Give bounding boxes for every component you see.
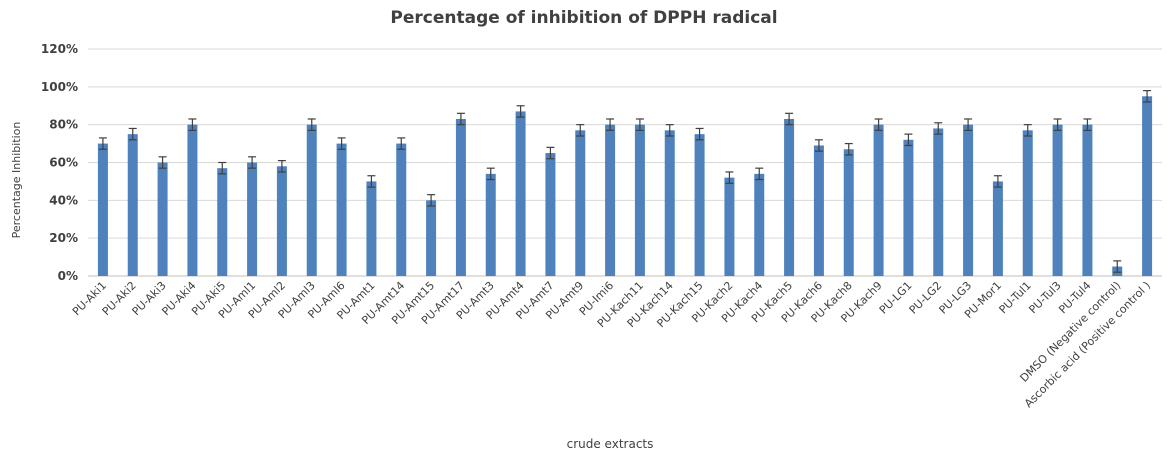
y-tick-label: 60% <box>49 156 78 170</box>
bar <box>485 173 496 276</box>
y-tick-label: 100% <box>41 80 78 94</box>
bar <box>127 134 138 276</box>
y-tick-label: 40% <box>49 193 78 207</box>
bar <box>1052 124 1063 277</box>
bar <box>545 153 556 276</box>
y-axis-label: Percentage Inhibition <box>10 122 23 239</box>
y-axis-ticks: 0% 20% 40% 60% 80% 100% 120% <box>41 42 78 283</box>
bar <box>217 168 228 276</box>
x-tick-label: PU-Tul3 <box>1026 279 1063 316</box>
bar <box>843 149 854 276</box>
bar <box>873 124 884 277</box>
bar <box>1142 96 1153 277</box>
bar <box>813 145 824 276</box>
bar <box>396 143 407 276</box>
error-bars <box>98 90 1152 273</box>
bar <box>605 124 616 277</box>
bar <box>97 143 108 276</box>
bar <box>336 143 347 276</box>
bar <box>1082 124 1093 277</box>
bar <box>575 130 586 276</box>
bar <box>187 124 198 277</box>
bar <box>754 173 765 276</box>
bar <box>515 111 526 276</box>
bar <box>306 124 317 277</box>
y-tick-label: 20% <box>49 231 78 245</box>
x-axis-label: crude extracts <box>567 437 654 451</box>
bar <box>247 162 258 276</box>
bar <box>933 128 944 276</box>
x-axis-ticks: PU-Aki1PU-Aki2PU-Aki3PU-Aki4PU-Aki5PU-Am… <box>70 279 1153 410</box>
x-tick-label: PU-Tul1 <box>997 279 1034 316</box>
gridlines <box>88 48 1162 277</box>
bar <box>784 118 795 276</box>
bar <box>634 124 645 277</box>
chart-title: Percentage of inhibition of DPPH radical <box>390 8 777 28</box>
bar <box>426 200 437 276</box>
bar <box>903 139 914 276</box>
bar <box>992 181 1003 276</box>
bar <box>664 130 675 276</box>
bar <box>694 134 705 276</box>
bar <box>724 177 735 276</box>
y-tick-label: 80% <box>49 118 78 132</box>
bar <box>276 166 287 276</box>
y-tick-label: 0% <box>58 269 78 283</box>
bar <box>366 181 377 276</box>
bars <box>97 96 1153 277</box>
bar <box>157 162 168 276</box>
y-tick-label: 120% <box>41 42 78 56</box>
bar <box>963 124 974 277</box>
bar <box>455 118 466 276</box>
bar <box>1022 130 1033 276</box>
